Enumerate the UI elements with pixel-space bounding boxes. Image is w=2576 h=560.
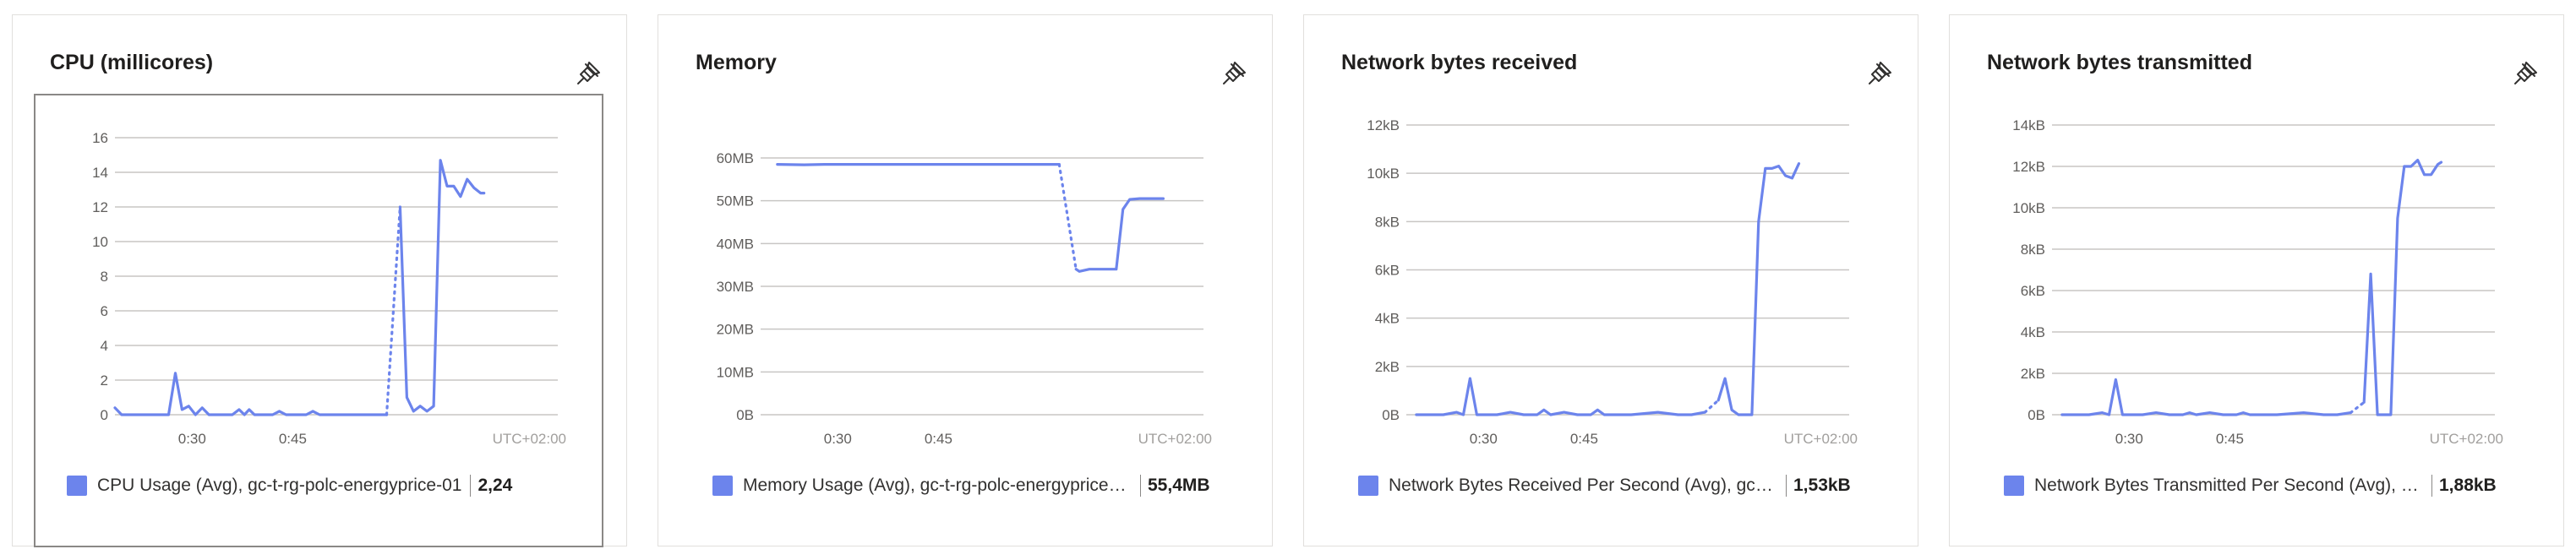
legend-swatch xyxy=(1358,476,1378,496)
legend-value: 55,4MB xyxy=(1148,476,1210,495)
y-tick-label: 14 xyxy=(92,165,108,181)
legend-divider xyxy=(2431,475,2432,497)
timezone-label: UTC+02:00 xyxy=(493,431,566,447)
y-tick-label: 2kB xyxy=(1375,359,1400,375)
legend-value: 2,24 xyxy=(478,476,513,495)
metric-card[interactable]: Network bytes received 0B 2kB 4kB 6kB 8kB 10kB… xyxy=(1303,14,1918,546)
legend-divider xyxy=(1140,475,1141,497)
legend-label: Network Bytes Transmitted Per Second (Av… xyxy=(2034,476,2423,495)
line-chart[interactable]: 0B 2kB 4kB 6kB 8kB 10kB 12kB 0:30 0:45 UTC+02:00 xyxy=(1304,15,1919,463)
x-tick-label: 0:45 xyxy=(279,431,307,447)
legend-value: 1,88kB xyxy=(2439,476,2497,495)
y-tick-label: 12 xyxy=(92,199,108,215)
legend-label: CPU Usage (Avg), gc-t-rg-polc-energypric… xyxy=(97,476,462,495)
legend-swatch xyxy=(712,476,733,496)
chart-legend[interactable]: CPU Usage (Avg), gc-t-rg-polc-energypric… xyxy=(67,475,512,497)
y-tick-label: 0B xyxy=(736,407,754,423)
pin-icon[interactable] xyxy=(1218,56,1252,90)
y-tick-label: 2 xyxy=(101,372,108,389)
series-gap-line xyxy=(2349,400,2366,415)
y-tick-label: 10MB xyxy=(717,364,754,380)
x-tick-label: 0:30 xyxy=(2115,431,2143,447)
y-tick-label: 30MB xyxy=(717,279,754,295)
series-line xyxy=(1716,162,1801,416)
x-tick-label: 0:45 xyxy=(1570,431,1598,447)
series-line xyxy=(398,159,486,413)
y-tick-label: 10kB xyxy=(2012,200,2045,216)
timezone-label: UTC+02:00 xyxy=(2430,431,2503,447)
y-tick-label: 6 xyxy=(101,303,108,319)
y-tick-label: 6kB xyxy=(1375,263,1400,279)
legend-divider xyxy=(1786,475,1787,497)
y-tick-label: 8kB xyxy=(1375,214,1400,230)
series-line xyxy=(113,372,389,416)
x-tick-label: 0:30 xyxy=(824,431,852,447)
card-title: CPU (millicores) xyxy=(50,51,214,74)
y-tick-label: 2kB xyxy=(2021,366,2045,382)
card-title: Network bytes received xyxy=(1341,51,1578,74)
y-tick-label: 60MB xyxy=(717,150,754,166)
series-line xyxy=(2060,378,2352,416)
timezone-label: UTC+02:00 xyxy=(1784,431,1858,447)
timezone-label: UTC+02:00 xyxy=(1138,431,1212,447)
legend-label: Network Bytes Received Per Second (Avg),… xyxy=(1389,476,1777,495)
chart-legend[interactable]: Memory Usage (Avg), gc-t-rg-polc-energyp… xyxy=(712,475,1210,497)
y-tick-label: 40MB xyxy=(717,236,754,252)
x-tick-label: 0:30 xyxy=(178,431,206,447)
legend-swatch xyxy=(2004,476,2024,496)
series-line xyxy=(1415,377,1706,416)
y-tick-label: 20MB xyxy=(717,322,754,338)
series-gap-line xyxy=(385,205,401,416)
legend-divider xyxy=(470,475,472,497)
pin-icon[interactable] xyxy=(1864,56,1897,90)
y-tick-label: 10kB xyxy=(1367,166,1400,182)
y-tick-label: 4kB xyxy=(1375,311,1400,327)
y-tick-label: 4kB xyxy=(2021,324,2045,340)
series-gap-line xyxy=(1703,399,1720,414)
x-tick-label: 0:30 xyxy=(1470,431,1498,447)
y-tick-label: 6kB xyxy=(2021,283,2045,299)
series-line xyxy=(1074,197,1165,273)
y-tick-label: 50MB xyxy=(717,193,754,209)
metric-card[interactable]: Memory 0B 10MB 20MB 30MB 40MB 50MB 60MB 0:30 0:45… xyxy=(658,14,1273,546)
y-tick-label: 0B xyxy=(1382,407,1400,423)
line-chart[interactable]: 0B 2kB 4kB 6kB 8kB 10kB 12kB 14kB 0:30 0:45 UTC+02… xyxy=(1950,15,2565,463)
chart-legend[interactable]: Network Bytes Received Per Second (Avg),… xyxy=(1358,475,1851,497)
chart-legend[interactable]: Network Bytes Transmitted Per Second (Av… xyxy=(2004,475,2497,497)
y-tick-label: 16 xyxy=(92,130,108,146)
metric-card[interactable]: CPU (millicores) 0 2 4 6 8 10 12 14 16 0:30 0:45 UTC… xyxy=(12,14,628,547)
y-tick-label: 14kB xyxy=(2012,117,2045,133)
pin-icon[interactable] xyxy=(572,56,606,90)
y-tick-label: 12kB xyxy=(2012,159,2045,175)
legend-label: Memory Usage (Avg), gc-t-rg-polc-energyp… xyxy=(743,476,1132,495)
card-title: Network bytes transmitted xyxy=(1987,51,2252,74)
metric-card[interactable]: Network bytes transmitted 0B 2kB 4kB 6kB 8kB 1… xyxy=(1949,14,2564,546)
series-line xyxy=(776,163,1061,166)
x-tick-label: 0:45 xyxy=(2216,431,2244,447)
series-gap-line xyxy=(1057,163,1078,271)
x-tick-label: 0:45 xyxy=(925,431,952,447)
y-tick-label: 10 xyxy=(92,234,108,250)
line-chart[interactable]: 0 2 4 6 8 10 12 14 16 0:30 0:45 UTC+02:00 xyxy=(13,15,628,463)
card-title: Memory xyxy=(696,51,777,74)
legend-swatch xyxy=(67,476,87,496)
line-chart[interactable]: 0B 10MB 20MB 30MB 40MB 50MB 60MB 0:30 0:45 UTC+02… xyxy=(658,15,1274,463)
y-tick-label: 0B xyxy=(2028,407,2045,423)
y-tick-label: 8kB xyxy=(2021,242,2045,258)
legend-value: 1,53kB xyxy=(1793,476,1851,495)
y-tick-label: 0 xyxy=(101,407,108,423)
y-tick-label: 12kB xyxy=(1367,117,1400,133)
pin-icon[interactable] xyxy=(2509,56,2543,90)
series-line xyxy=(2362,159,2443,416)
y-tick-label: 8 xyxy=(101,269,108,285)
y-tick-label: 4 xyxy=(101,338,108,354)
chart-selection-border xyxy=(34,94,603,547)
